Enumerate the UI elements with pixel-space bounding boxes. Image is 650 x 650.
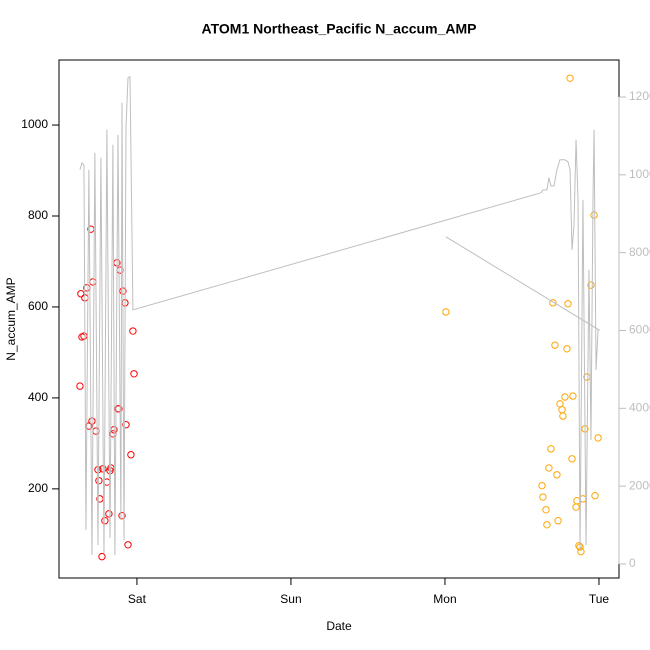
y2-tick-label: 12000 — [629, 89, 650, 103]
point — [105, 510, 113, 518]
point — [554, 516, 562, 525]
y-tick-label: 800 — [28, 208, 48, 222]
point — [543, 521, 551, 529]
y-tick-label: 600 — [28, 299, 48, 313]
point — [573, 496, 581, 505]
point — [561, 393, 569, 401]
point — [130, 370, 138, 378]
point — [594, 434, 602, 442]
point — [127, 451, 135, 459]
point — [549, 299, 557, 307]
point — [116, 266, 124, 274]
point — [591, 491, 599, 500]
point — [559, 412, 567, 420]
point — [553, 471, 561, 479]
point — [569, 392, 577, 400]
point — [89, 278, 97, 286]
point — [590, 211, 598, 219]
point — [551, 341, 559, 349]
point — [98, 552, 106, 561]
point — [92, 427, 100, 435]
x-tick-label: Sun — [280, 592, 301, 606]
x-tick-label: Tue — [589, 592, 610, 606]
point — [118, 511, 126, 520]
y2-tick-label: 8000 — [629, 245, 650, 259]
point — [587, 281, 595, 289]
point — [566, 74, 574, 82]
plot-box — [58, 59, 620, 579]
point — [129, 327, 137, 335]
y-tick-label: 200 — [28, 481, 48, 495]
line — [79, 75, 601, 556]
point — [76, 382, 84, 390]
point — [564, 300, 572, 308]
point — [542, 506, 550, 514]
point — [538, 481, 546, 490]
y2-tick-label: 2000 — [629, 478, 650, 492]
point — [545, 464, 553, 472]
point — [101, 516, 109, 525]
y2-tick-label: 4000 — [629, 400, 650, 414]
point — [558, 406, 566, 414]
point — [547, 445, 555, 453]
point — [577, 547, 585, 556]
point — [572, 503, 580, 511]
point — [539, 493, 547, 501]
x-tick-label: Mon — [433, 592, 456, 606]
y-axis-title: N_accum_AMP — [4, 277, 18, 360]
point — [88, 417, 96, 425]
x-axis-title: Date — [326, 619, 352, 633]
point — [442, 308, 450, 316]
point — [568, 455, 576, 463]
y-tick-label: 1000 — [21, 117, 48, 131]
y2-tick-label: 6000 — [629, 323, 650, 337]
y-tick-label: 400 — [28, 390, 48, 404]
point — [122, 421, 130, 429]
point — [94, 466, 102, 474]
point — [80, 332, 88, 340]
chart-title: ATOM1 Northeast_Pacific N_accum_AMP — [202, 21, 477, 37]
point — [563, 345, 571, 353]
point — [124, 541, 132, 549]
point — [77, 290, 85, 298]
y2-tick-label: 0 — [629, 556, 636, 570]
x-tick-label: Sat — [128, 592, 147, 606]
